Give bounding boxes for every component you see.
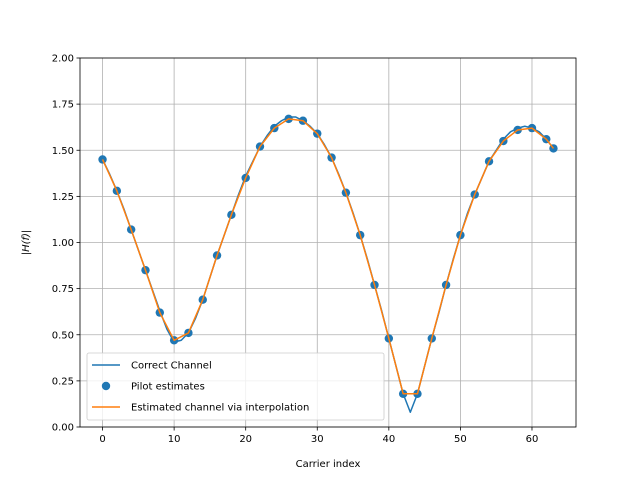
x-tick-label: 10	[168, 434, 181, 445]
legend-label: Pilot estimates	[131, 382, 205, 393]
y-axis-label-text: |H(f)|	[21, 230, 32, 256]
legend-swatch-marker	[101, 381, 111, 391]
legend-box	[86, 352, 385, 421]
legend-item-correct-channel: Correct Channel	[92, 361, 212, 372]
y-tick-label: 1.50	[52, 146, 74, 157]
x-tick-label: 0	[99, 434, 105, 445]
y-tick-label: 0.50	[52, 330, 74, 341]
legend-label: Correct Channel	[131, 361, 212, 372]
x-tick-label: 50	[454, 434, 467, 445]
y-axis: 0.00 0.25 0.50 0.75 1.00 1.25 1.50 1.75 2.00	[52, 54, 80, 434]
series-layer	[98, 114, 558, 413]
y-tick-label: 1.00	[52, 238, 74, 249]
y-tick-label: 0.00	[52, 423, 74, 434]
y-tick-label: 1.25	[52, 192, 74, 203]
y-tick-label: 0.25	[52, 376, 74, 387]
x-tick-label: 20	[239, 434, 252, 445]
x-axis-label: Carrier index	[296, 459, 361, 470]
legend-item-pilot-estimates: Pilot estimates	[101, 381, 205, 393]
y-tick-label: 0.75	[52, 284, 74, 295]
x-tick-label: 40	[382, 434, 395, 445]
legend: Correct Channel Pilot estimates Estimated …	[86, 352, 385, 421]
x-tick-label: 30	[311, 434, 324, 445]
y-axis-label: |H(f)|	[21, 230, 32, 256]
x-tick-label: 60	[526, 434, 539, 445]
y-tick-label: 2.00	[52, 54, 74, 65]
x-axis: 0 10 20 30 40 50 60	[99, 427, 538, 445]
legend-label: Estimated channel via interpolation	[131, 403, 309, 414]
series-interpolated-channel-line	[101, 118, 555, 395]
legend-item-interpolation: Estimated channel via interpolation	[92, 403, 309, 414]
y-tick-label: 1.75	[52, 100, 74, 111]
